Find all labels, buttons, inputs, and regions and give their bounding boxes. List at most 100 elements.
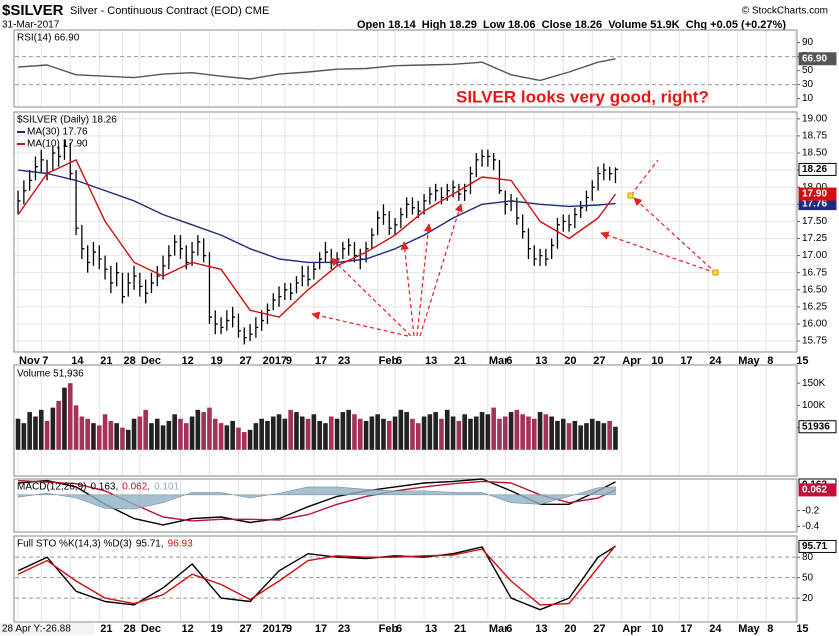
cursor-readout: 28 Apr Y:-26.88 (2, 624, 71, 635)
volume-bar (282, 418, 288, 450)
last-value-label: 66.90 (802, 53, 827, 64)
volume-bar (56, 400, 61, 450)
x-tick-label: Mar (489, 623, 509, 635)
x-tick-label: 2017 (263, 623, 287, 635)
x-tick-label: 15 (796, 623, 808, 635)
volume-bar (212, 418, 218, 450)
x-tick-label: 17 (680, 623, 692, 635)
last-value-label: 51936 (802, 421, 830, 432)
volume-bar (73, 405, 79, 450)
volume-bar (410, 418, 415, 450)
y-tick-label: 30 (802, 79, 814, 90)
volume-bar (375, 414, 380, 450)
x-tick-label: 6 (396, 355, 402, 367)
volume-bar (218, 423, 224, 450)
volume-bar (468, 418, 473, 450)
volume-bar (323, 423, 328, 450)
series-line (18, 58, 616, 82)
volume-bar (555, 420, 560, 450)
arrow (330, 257, 412, 337)
x-tick-label: 6 (396, 623, 402, 635)
panel-title: MACD(12,26,9) (17, 482, 86, 493)
volume-bar (386, 420, 392, 450)
volume-bar (67, 383, 73, 450)
volume-bar (415, 423, 421, 450)
x-tick-label: 24 (709, 355, 722, 367)
last-value-label: 95.71 (802, 541, 827, 552)
volume-bar (149, 423, 154, 450)
volume-bar (520, 414, 525, 450)
panel-title: Full STO %K(14,3) %D(3) (17, 539, 132, 550)
volume-bar (15, 418, 21, 450)
legend-entry: MA(30) 17.76 (27, 127, 88, 138)
volume-bar (230, 420, 235, 450)
volume-bar (526, 416, 531, 450)
x-tick-label: 23 (338, 355, 350, 367)
x-tick-label: Dec (141, 623, 161, 635)
panel-frame (13, 111, 798, 353)
arrow (311, 311, 409, 337)
x-tick-label: 8 (767, 355, 773, 367)
x-tick-label: 8 (767, 623, 773, 635)
arrow (400, 241, 415, 337)
x-tick-label: 27 (239, 355, 251, 367)
x-tick-label: Apr (622, 355, 642, 367)
volume-bar (305, 418, 311, 450)
y-tick-label: 50 (802, 65, 814, 76)
arrow (419, 203, 463, 337)
volume-bar (131, 418, 137, 450)
x-tick-label: 28 (123, 355, 135, 367)
volume-bar (427, 414, 433, 450)
x-tick-label: 12 (181, 355, 193, 367)
x-tick-label: 9 (286, 623, 292, 635)
volume-bar (595, 420, 601, 450)
x-tick-label: Nov (19, 355, 41, 367)
x-tick-label: May (738, 623, 760, 635)
last-value-box (798, 483, 837, 497)
volume-bar (38, 409, 44, 450)
last-value-box (798, 539, 837, 553)
volume-bar (369, 416, 375, 450)
y-tick-label: 15.75 (802, 336, 827, 347)
histogram-area (17, 486, 616, 510)
x-tick-label: 24 (709, 623, 722, 635)
volume-bar (444, 409, 450, 450)
volume-bar (421, 416, 427, 450)
y-tick-label: 18.75 (802, 131, 827, 142)
legend-entry: 0.101 (154, 482, 179, 493)
marker (712, 269, 719, 276)
volume-bar (114, 423, 119, 450)
volume-bar (584, 423, 589, 450)
arrow (600, 231, 717, 274)
y-tick-label: 18.00 (802, 182, 827, 193)
annotation-arrows (311, 159, 719, 337)
last-value-label: 17.76 (802, 198, 827, 209)
volume-bar (537, 412, 543, 450)
x-tick-label: 21 (100, 623, 112, 635)
volume-bar (549, 416, 554, 450)
volume-bar (259, 418, 264, 450)
volume-bar (560, 418, 566, 450)
volume-bar (439, 418, 444, 450)
trend-line (630, 159, 659, 196)
series-line (18, 169, 616, 264)
volume-bar (607, 420, 612, 450)
legend-entry: MA(10) 17.90 (27, 139, 88, 150)
x-tick-label: 27 (593, 355, 605, 367)
volume-bar (381, 418, 386, 450)
y-tick-label: 16.00 (802, 319, 827, 330)
volume-bar (50, 407, 56, 450)
volume-bar (398, 409, 404, 450)
x-tick-label: Dec (141, 355, 161, 367)
instrument-name: Silver - Continuous Contract (EOD) CME (70, 5, 269, 17)
volume-bar (473, 416, 479, 450)
volume-bar (143, 409, 148, 450)
volume-bar (62, 387, 67, 450)
volume-bar (479, 412, 485, 450)
x-tick-label: 13 (535, 355, 547, 367)
volume-bar (172, 414, 177, 450)
volume-bar (79, 416, 85, 450)
volume-bar (241, 432, 247, 450)
y-tick-label: 16.25 (802, 302, 827, 313)
